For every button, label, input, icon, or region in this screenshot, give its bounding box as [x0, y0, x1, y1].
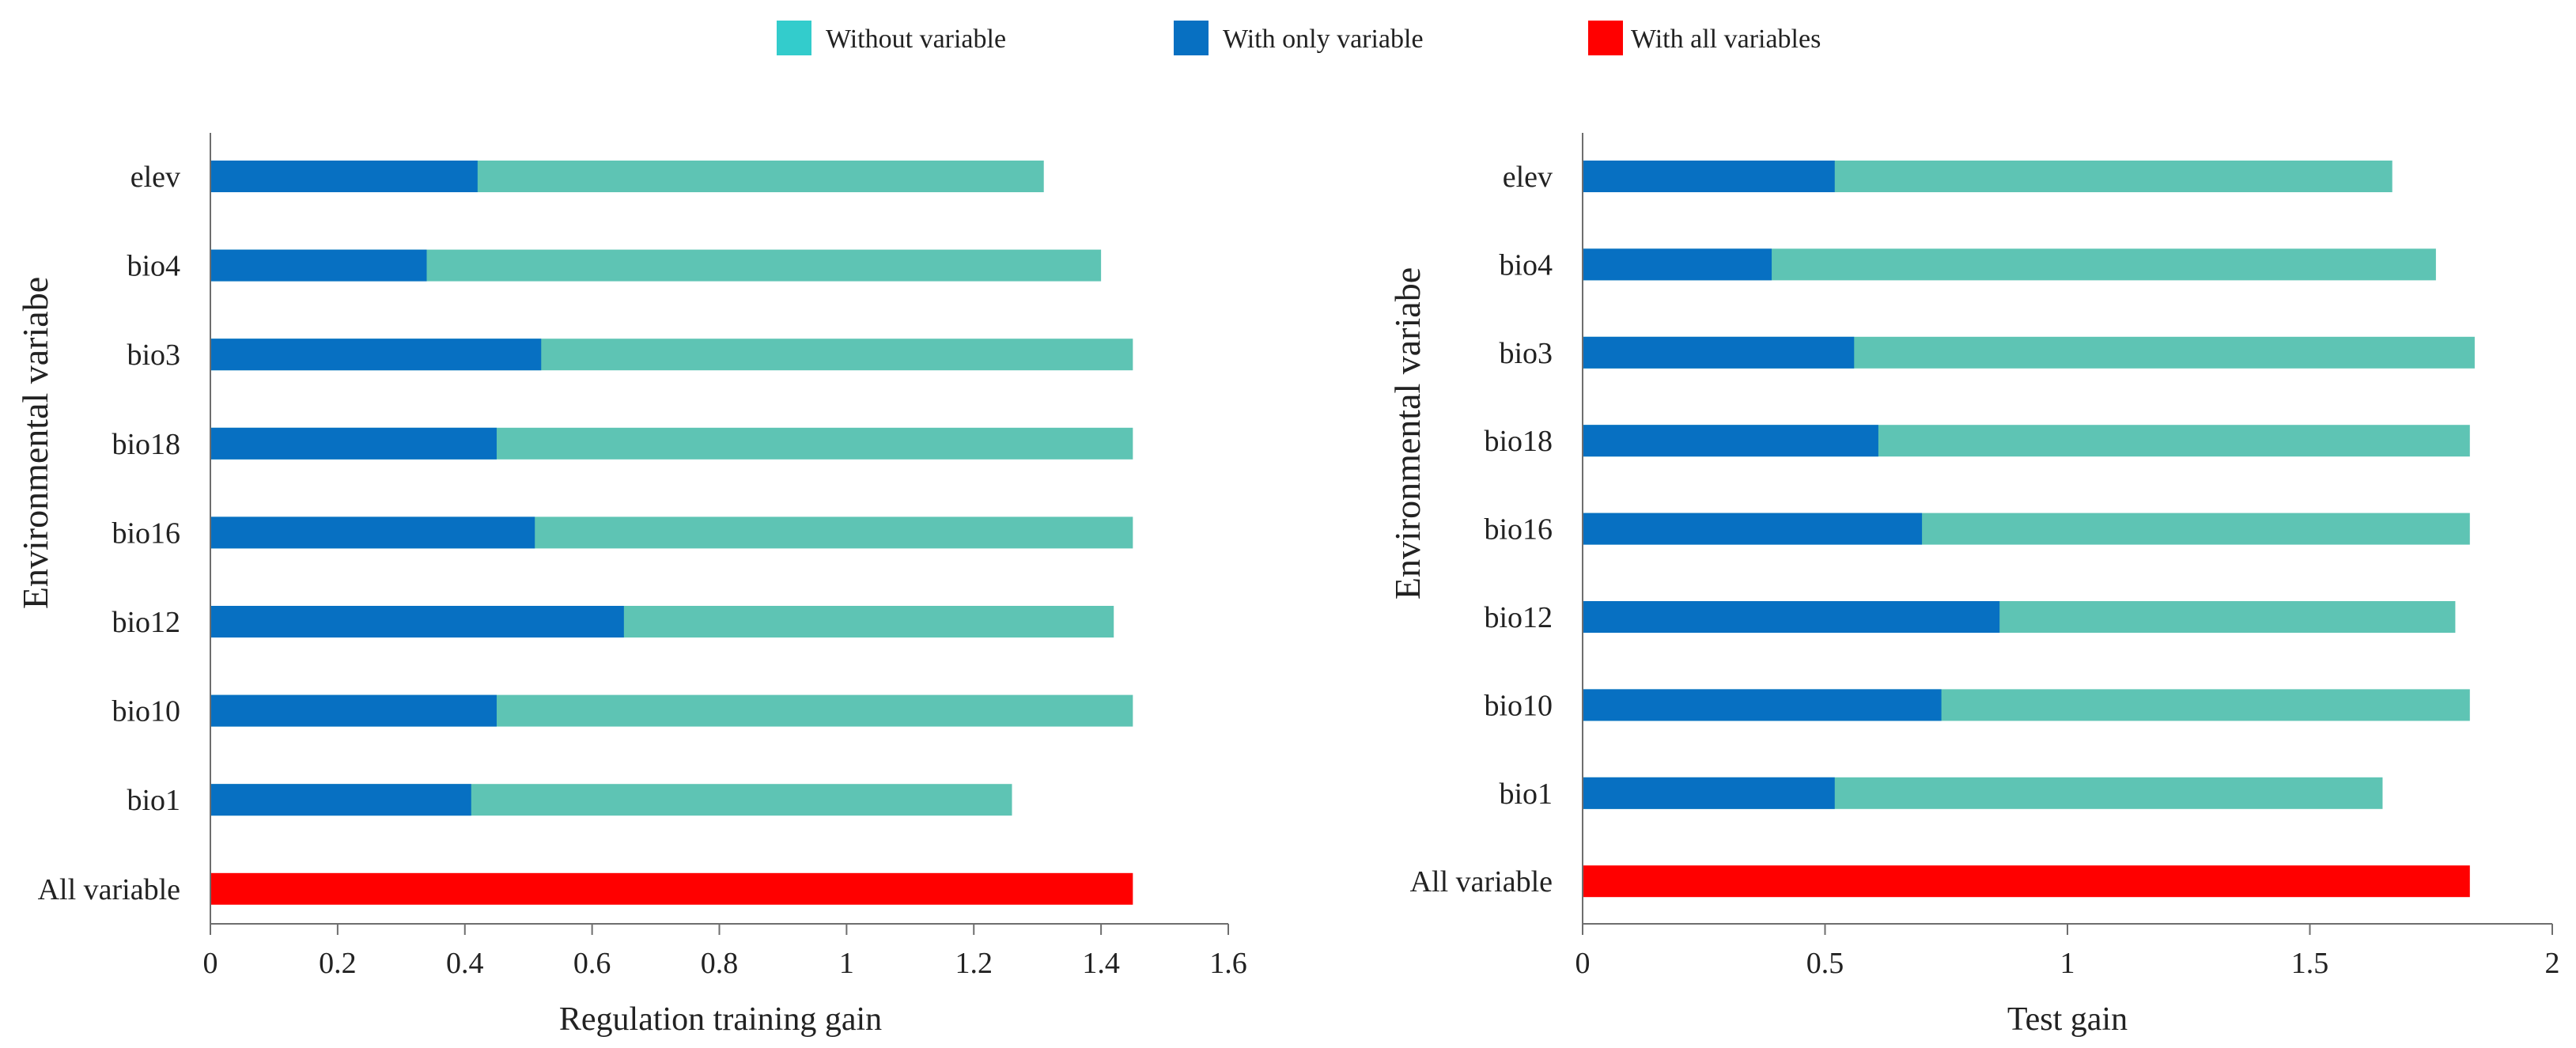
chart-0-x-axis-title: Regulation training gain: [559, 1001, 882, 1038]
bar-with-only-bio18: [210, 427, 497, 460]
category-label-bio4: bio4: [127, 250, 180, 283]
category-label-all-variable: All variable: [1410, 865, 1553, 899]
category-label-bio1: bio1: [127, 784, 180, 817]
bar-with-only-bio10: [210, 694, 497, 727]
x-tick-label: 2: [2545, 947, 2560, 980]
bar-with-only-bio16: [210, 516, 535, 549]
chart-1-y-axis-title: Environmental variabe: [1387, 267, 1428, 600]
bar-with-only-bio16: [1583, 513, 1923, 545]
legend: Without variable With only variable With…: [777, 21, 1821, 55]
category-label-bio12: bio12: [1484, 601, 1553, 634]
chart-regulation-training-gain: elev bio4 bio3 bio18 bio16 bio12 bio10 bio1 All …: [15, 133, 1247, 1038]
x-tick-label: 1: [2060, 947, 2075, 980]
chart-0-y-axis-title: Environmental variabe: [15, 277, 55, 609]
bar-with-only-elev: [1583, 161, 1835, 192]
x-tick-label: 1.6: [1209, 947, 1247, 980]
x-tick-label: 0.2: [319, 947, 357, 980]
legend-label-with-all-variables: With all variables: [1631, 25, 1821, 54]
bar-with-only-bio4: [210, 249, 427, 282]
x-tick-label: 1.5: [2291, 947, 2329, 980]
category-label-bio18: bio18: [1484, 425, 1553, 458]
x-tick-label: 1.4: [1082, 947, 1120, 980]
bar-with-only-bio3: [1583, 336, 1855, 369]
bar-with-only-bio1: [1583, 777, 1835, 809]
category-label-bio3: bio3: [127, 339, 180, 372]
bar-with-only-bio18: [1583, 425, 1878, 457]
legend-label-without-variable: Without variable: [826, 25, 1006, 54]
chart-0-category-labels: elev bio4 bio3 bio18 bio16 bio12 bio10 bio1 All …: [38, 161, 180, 906]
chart-1-tick-labels: 0 0.5 1 1.5 2: [1575, 947, 2560, 980]
chart-0-bars: [210, 161, 1133, 905]
x-tick-label: 0.4: [446, 947, 484, 980]
legend-swatch-with-all-variables: [1588, 21, 1623, 55]
category-label-bio18: bio18: [112, 428, 180, 461]
category-label-bio3: bio3: [1499, 337, 1553, 370]
x-tick-label: 0: [203, 947, 218, 980]
chart-1-bars: [1583, 161, 2475, 898]
category-label-all-variable: All variable: [38, 873, 180, 906]
bar-with-only-bio12: [210, 606, 624, 638]
bar-with-all-all-variable: [1583, 865, 2470, 898]
bar-with-all-all-variable: [210, 872, 1133, 905]
category-label-bio16: bio16: [1484, 513, 1553, 547]
bar-with-only-bio12: [1583, 601, 2000, 633]
chart-1-category-labels: elev bio4 bio3 bio18 bio16 bio12 bio10 bio1 All …: [1410, 161, 1553, 899]
bar-with-only-elev: [210, 161, 478, 192]
legend-swatch-without-variable: [777, 21, 811, 55]
category-label-elev: elev: [1503, 161, 1553, 194]
bar-with-only-bio1: [210, 784, 471, 816]
x-tick-label: 1: [839, 947, 854, 980]
x-tick-label: 0.8: [701, 947, 739, 980]
x-tick-label: 1.2: [955, 947, 993, 980]
legend-swatch-with-only-variable: [1174, 21, 1209, 55]
bar-with-only-bio3: [210, 339, 542, 371]
category-label-bio1: bio1: [1499, 777, 1553, 811]
legend-label-with-only-variable: With only variable: [1223, 25, 1424, 54]
category-label-bio4: bio4: [1499, 248, 1553, 282]
x-tick-label: 0.6: [573, 947, 611, 980]
chart-0-tick-labels: 0 0.2 0.4 0.6 0.8 1 1.2 1.4 1.6: [203, 947, 1247, 980]
category-label-elev: elev: [131, 161, 180, 194]
category-label-bio10: bio10: [112, 695, 180, 728]
chart-0-axes: [210, 133, 1229, 935]
chart-1-axes: [1582, 133, 2553, 935]
category-label-bio12: bio12: [112, 606, 180, 639]
bar-with-only-bio10: [1583, 689, 1942, 721]
bar-with-only-bio4: [1583, 248, 1772, 281]
x-tick-label: 0: [1575, 947, 1591, 980]
category-label-bio10: bio10: [1484, 689, 1553, 722]
x-tick-label: 0.5: [1806, 947, 1844, 980]
chart-1-x-axis-title: Test gain: [2007, 1001, 2128, 1038]
chart-test-gain: elev bio4 bio3 bio18 bio16 bio12 bio10 bio1 All …: [1387, 133, 2560, 1038]
category-label-bio16: bio16: [112, 516, 180, 550]
